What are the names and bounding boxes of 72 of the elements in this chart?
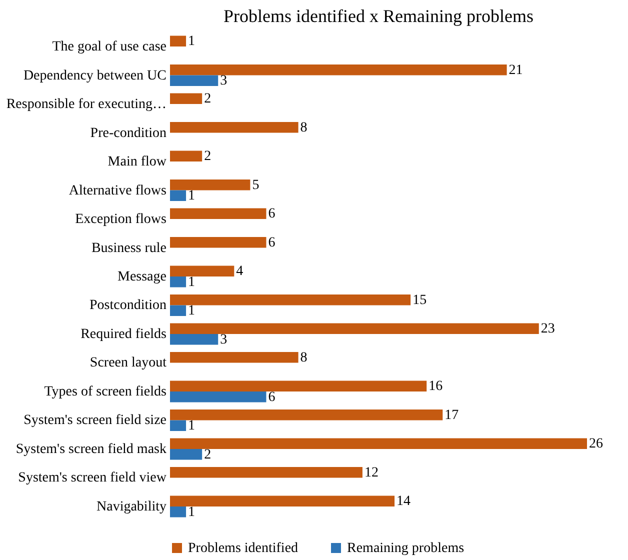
bar bbox=[170, 352, 298, 363]
bar bbox=[170, 420, 186, 432]
bar bbox=[170, 276, 186, 288]
y-tick-label: Responsible for executing… bbox=[6, 97, 166, 112]
legend-label: Problems identified bbox=[188, 541, 298, 556]
data-label: 3 bbox=[220, 332, 228, 348]
y-tick-label: Dependency between UC bbox=[23, 68, 166, 84]
bar bbox=[170, 294, 411, 306]
data-label: 8 bbox=[300, 350, 308, 366]
y-tick-label: Navigability bbox=[96, 499, 166, 514]
data-label: 14 bbox=[396, 494, 411, 510]
y-tick-label: Types of screen fields bbox=[44, 384, 166, 400]
bar bbox=[170, 208, 266, 220]
bar bbox=[170, 496, 395, 506]
y-tick-label: System's screen field mask bbox=[16, 442, 166, 457]
y-tick-label: Message bbox=[118, 270, 166, 284]
data-label: 6 bbox=[268, 390, 276, 405]
y-tick-label: Main flow bbox=[108, 154, 168, 170]
bar bbox=[170, 75, 218, 86]
data-label: 1 bbox=[188, 418, 196, 434]
bar bbox=[170, 391, 266, 402]
y-tick-label: The goal of use case bbox=[52, 40, 166, 55]
bar bbox=[170, 93, 202, 104]
data-label: 26 bbox=[589, 436, 603, 452]
bar bbox=[170, 179, 250, 190]
bar bbox=[170, 409, 443, 420]
bar bbox=[170, 305, 186, 316]
y-tick-label: Pre-condition bbox=[90, 126, 166, 141]
y-tick-label: Required fields bbox=[80, 326, 166, 342]
bar bbox=[170, 236, 266, 248]
bar bbox=[170, 506, 186, 518]
data-label: 1 bbox=[188, 304, 196, 319]
chart-title: Problems identified x Remaining problems bbox=[224, 6, 534, 26]
bar bbox=[170, 150, 202, 162]
data-label: 21 bbox=[508, 62, 523, 78]
data-label: 1 bbox=[188, 274, 196, 290]
data-label: 4 bbox=[236, 264, 244, 280]
data-label: 12 bbox=[364, 465, 378, 480]
data-label: 15 bbox=[412, 292, 427, 308]
bar bbox=[170, 64, 507, 76]
data-label: 16 bbox=[428, 379, 443, 394]
data-label: 5 bbox=[252, 178, 260, 193]
bar bbox=[170, 36, 186, 47]
y-tick-label: Postcondition bbox=[89, 298, 166, 314]
data-label: 6 bbox=[268, 235, 276, 250]
bar bbox=[170, 190, 186, 202]
data-label: 1 bbox=[188, 188, 196, 204]
y-tick-label: System's screen field view bbox=[18, 470, 168, 486]
bar bbox=[170, 466, 362, 478]
bar bbox=[170, 380, 427, 392]
data-label: 1 bbox=[188, 34, 196, 50]
y-tick-label: Business rule bbox=[91, 240, 166, 256]
data-label: 23 bbox=[540, 322, 555, 337]
data-label: 2 bbox=[204, 92, 212, 107]
bar bbox=[170, 122, 298, 133]
bar bbox=[170, 438, 587, 449]
y-tick-label: Screen layout bbox=[90, 356, 167, 371]
legend-label: Remaining problems bbox=[347, 541, 464, 556]
bar bbox=[170, 266, 234, 276]
data-label: 6 bbox=[268, 206, 276, 222]
data-label: 2 bbox=[204, 447, 212, 462]
data-label: 17 bbox=[444, 408, 459, 423]
data-label: 1 bbox=[188, 504, 196, 520]
data-label: 8 bbox=[300, 120, 308, 136]
y-tick-label: System's screen field size bbox=[24, 413, 166, 428]
data-label: 3 bbox=[220, 74, 228, 89]
bar bbox=[170, 323, 539, 334]
bar bbox=[170, 334, 218, 345]
y-tick-label: Alternative flows bbox=[68, 183, 166, 198]
bar bbox=[170, 448, 202, 460]
y-tick-label: Exception flows bbox=[75, 212, 166, 228]
data-label: 2 bbox=[204, 149, 212, 164]
